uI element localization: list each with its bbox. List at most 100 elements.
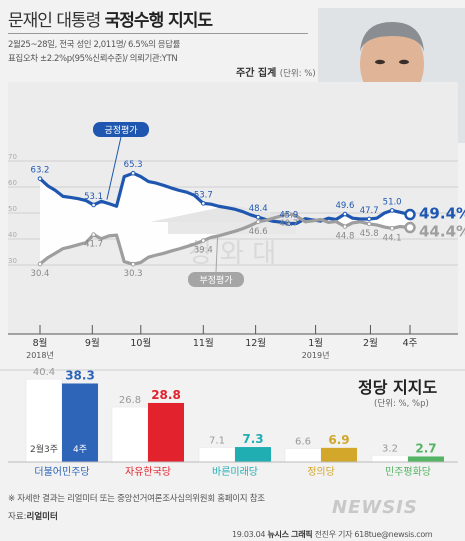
bar-curr-value: 6.9: [328, 433, 349, 447]
x-tick-label: 8월: [33, 337, 48, 349]
bar-prev: [111, 406, 149, 463]
x-tick-label: 4주: [403, 338, 418, 349]
data-point: [389, 208, 395, 213]
callout-negative-bg: [188, 272, 244, 287]
data-label: 44.8: [335, 232, 354, 242]
title-divider: [8, 33, 308, 34]
x-tick-year: 2019년: [302, 350, 330, 360]
bar-prev-value: 40.4: [33, 367, 55, 378]
x-tick-year: 2018년: [26, 350, 54, 360]
data-point: [255, 219, 261, 225]
line-series-layer: [37, 170, 416, 267]
bar-curr: [148, 402, 184, 462]
data-point: [286, 221, 292, 226]
bar-prev-value: 3.2: [382, 443, 398, 454]
bar-legend-prev: 2월3주: [30, 443, 58, 455]
bar-prev-value: 26.8: [119, 395, 141, 406]
data-label: 49.6: [335, 201, 354, 211]
data-point: [342, 211, 348, 217]
data-point: [37, 176, 43, 181]
data-point: [342, 224, 348, 229]
bar-curr: [321, 447, 357, 462]
bar-curr-value: 38.3: [65, 368, 95, 382]
data-label: 51.0: [383, 197, 402, 207]
footnote: ※ 자세한 결과는 리얼미터 또는 중앙선거여론조사심의위원회 홈페이지 참조: [8, 494, 265, 504]
data-point: [37, 261, 43, 267]
party-name: 자유한국당: [125, 466, 171, 478]
y-tick-label: 30: [8, 257, 17, 265]
bar-prev-value: 6.6: [295, 436, 311, 447]
end-value-label: 44.4%: [419, 223, 465, 241]
series-name-negative: 부정평가: [199, 275, 232, 286]
bar-curr: [235, 447, 271, 462]
blue-house-body-icon: [168, 222, 296, 234]
end-point-marker: [404, 208, 416, 221]
bar-prev-value: 7.1: [209, 435, 225, 446]
survey-note-line1: 2월25~28일, 전국 성인 2,011명/ 6.5%의 응답률: [8, 40, 180, 50]
party-name: 정의당: [307, 466, 335, 478]
y-tick-label: 70: [8, 153, 17, 161]
bar-prev: [198, 447, 236, 463]
survey-note-line2: 표집오차 ±2.2%p(95%신뢰수준)/ 의뢰기관:YTN: [8, 54, 178, 64]
data-label: 49.7: [279, 219, 298, 229]
data-point: [201, 238, 206, 243]
bar-prev: [371, 455, 409, 463]
callout-positive-pointer: [106, 136, 122, 200]
y-tick-label: 40: [8, 231, 17, 239]
data-point: [389, 226, 395, 231]
callout-negative-pointer: [215, 237, 219, 273]
bar-curr: [408, 456, 444, 462]
data-point: [201, 201, 206, 206]
series-name-positive: 긍정평가: [104, 125, 137, 136]
credit-line: 19.03.04 뉴시스 그래픽 전진우 기자 618tue@newsis.co…: [232, 530, 433, 539]
data-label: 65.3: [124, 160, 143, 170]
bar-curr-value: 7.3: [242, 432, 263, 446]
bar-curr-value: 28.8: [151, 388, 181, 402]
newsis-watermark: NEWSIS: [332, 497, 418, 518]
data-point: [130, 261, 136, 267]
data-point: [366, 216, 372, 222]
end-value-label: 49.4%: [419, 205, 465, 223]
source: 자료:리얼미터: [8, 512, 58, 522]
party-chart-unit: (단위: %, %p): [374, 399, 429, 409]
x-tick-label: 1월: [308, 337, 323, 349]
data-label: 45.8: [360, 229, 379, 239]
data-label: 46.6: [249, 227, 268, 237]
callout-positive-bg: [93, 122, 149, 137]
x-tick-label: 2월: [363, 337, 378, 349]
y-tick-label: 50: [8, 205, 17, 213]
data-label: 63.2: [31, 166, 50, 176]
bar-prev: [284, 448, 322, 463]
y-tick-label: 60: [8, 179, 17, 187]
approval-line-chart: 30 40 50 60 70 청 와 대 63.2 53.1 65.3 53.7 48.4 45.…: [8, 122, 465, 360]
data-point: [91, 202, 96, 208]
bar-curr: [62, 383, 98, 462]
data-label: 30.4: [31, 269, 50, 279]
data-label: 30.3: [124, 269, 143, 279]
bar-curr-value: 2.7: [415, 441, 436, 455]
data-point: [130, 170, 136, 176]
data-point: [366, 221, 372, 227]
data-label: 44.1: [383, 233, 402, 243]
x-tick-label: 10월: [130, 337, 151, 349]
data-label: 41.7: [84, 240, 103, 250]
bar-legend-curr: 4주: [73, 444, 87, 455]
party-name: 민주평화당: [385, 466, 431, 478]
party-name: 더불어민주당: [34, 466, 89, 478]
page-title: 문재인 대통령 국정수행 지지도: [8, 11, 213, 31]
data-point: [91, 232, 96, 237]
line-labels-layer: 63.2 53.1 65.3 53.7 48.4 45.9 49.6 47.7 51.0 49.4…: [31, 122, 465, 287]
data-label: 45.9: [279, 211, 298, 221]
data-label: 39.4: [194, 246, 213, 256]
data-point: [286, 211, 292, 217]
data-label: 47.7: [360, 206, 379, 216]
party-name: 바른미래당: [212, 466, 258, 478]
x-tick-label: 12월: [245, 337, 266, 349]
x-tick-label: 11월: [193, 337, 214, 349]
chart-watermark: 청 와 대: [188, 239, 276, 269]
data-label: 48.4: [249, 204, 268, 214]
party-chart-title: 정당 지지도: [358, 378, 438, 397]
x-tick-label: 9월: [85, 337, 100, 349]
